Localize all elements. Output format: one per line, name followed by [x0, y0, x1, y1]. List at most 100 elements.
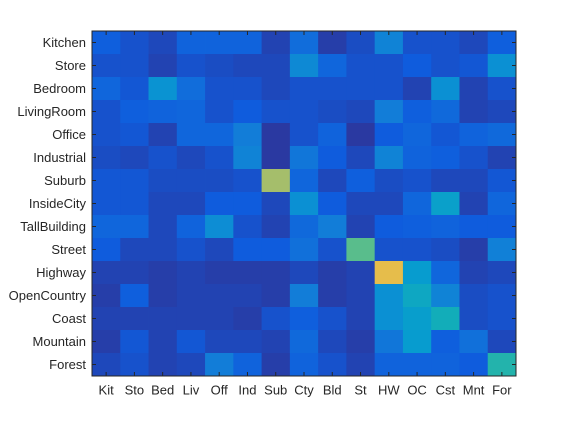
- heatmap-cell: [120, 100, 149, 124]
- heatmap-cell: [176, 192, 206, 216]
- heatmap-cell: [318, 169, 347, 193]
- heatmap-cell: [487, 31, 517, 55]
- heatmap-cell: [346, 54, 376, 78]
- heatmap-cell: [92, 54, 121, 78]
- heatmap-cell: [431, 261, 460, 285]
- heatmap-cell: [120, 77, 149, 101]
- heatmap-cell: [402, 215, 432, 239]
- heatmap-cell: [205, 238, 234, 262]
- heatmap-cell: [374, 353, 404, 377]
- heatmap-cell: [459, 215, 489, 239]
- heatmap-cell: [261, 238, 291, 262]
- heatmap-cell: [346, 307, 376, 331]
- heatmap-cell: [318, 330, 347, 354]
- heatmap-cell: [176, 169, 206, 193]
- x-tick-label: OC: [407, 383, 427, 398]
- heatmap-cell: [431, 284, 460, 308]
- heatmap-cell: [176, 215, 206, 239]
- heatmap-cell: [318, 261, 347, 285]
- heatmap-cell: [176, 307, 206, 331]
- heatmap-cell: [487, 146, 517, 170]
- y-tick-label: Kitchen: [43, 35, 86, 50]
- heatmap-cell: [318, 31, 347, 55]
- x-tick-label: Cst: [436, 383, 456, 398]
- heatmap-cell: [318, 54, 347, 78]
- heatmap-cell: [176, 284, 206, 308]
- heatmap-cell: [459, 192, 489, 216]
- y-tick-label: TallBuilding: [20, 219, 86, 234]
- axis-ticks: [92, 31, 516, 376]
- heatmap-cell: [261, 54, 291, 78]
- heatmap-cell: [459, 307, 489, 331]
- y-tick-label: Suburb: [44, 173, 86, 188]
- heatmap-cell: [459, 123, 489, 147]
- heatmap-cell: [92, 284, 121, 308]
- heatmap-cell: [487, 77, 517, 101]
- heatmap-cell: [176, 353, 206, 377]
- heatmap-cell: [487, 215, 517, 239]
- x-tick-label: Bld: [323, 383, 342, 398]
- heatmap-cell: [148, 215, 178, 239]
- heatmap-cell: [402, 353, 432, 377]
- heatmap-cell: [261, 192, 291, 216]
- heatmap-cell: [261, 353, 291, 377]
- heatmap-cell: [205, 353, 234, 377]
- heatmap-cell: [318, 284, 347, 308]
- heatmap-cell: [261, 284, 291, 308]
- x-tick-label: Sub: [264, 383, 287, 398]
- heatmap-cell: [261, 307, 291, 331]
- heatmap-cell: [374, 169, 404, 193]
- heatmap-cell: [374, 192, 404, 216]
- heatmap-cell: [402, 31, 432, 55]
- heatmap-cell: [402, 192, 432, 216]
- heatmap-cell: [487, 169, 517, 193]
- heatmap-cell: [318, 238, 347, 262]
- heatmap-cell: [374, 215, 404, 239]
- heatmap-cell: [176, 77, 206, 101]
- heatmap-cell: [346, 169, 376, 193]
- heatmap-cell: [459, 261, 489, 285]
- heatmap-cell: [261, 31, 291, 55]
- heatmap-cell: [374, 31, 404, 55]
- heatmap-cell: [120, 54, 149, 78]
- heatmap-cell: [431, 123, 460, 147]
- heatmap-cell: [92, 146, 121, 170]
- heatmap-cell: [459, 330, 489, 354]
- heatmap-cell: [346, 330, 376, 354]
- heatmap-cell: [176, 100, 206, 124]
- heatmap-cell: [205, 330, 234, 354]
- heatmap-cell: [261, 215, 291, 239]
- heatmap-cell: [402, 146, 432, 170]
- heatmap-cell: [431, 54, 460, 78]
- heatmap-cell: [233, 261, 262, 285]
- heatmap-cell: [233, 123, 262, 147]
- heatmap-cell: [346, 192, 376, 216]
- heatmap-cell: [205, 100, 234, 124]
- heatmap-cell: [233, 238, 262, 262]
- heatmap-cell: [261, 261, 291, 285]
- heatmap-cell: [318, 77, 347, 101]
- heatmap-cell: [289, 146, 319, 170]
- heatmap-cell: [205, 192, 234, 216]
- heatmap-cell: [402, 123, 432, 147]
- heatmap-cell: [148, 100, 178, 124]
- heatmap-cell: [289, 284, 319, 308]
- heatmap-cell: [261, 77, 291, 101]
- heatmap-cell: [346, 284, 376, 308]
- y-tick-label: Office: [52, 127, 86, 142]
- y-tick-label: Store: [55, 58, 86, 73]
- heatmap-cell: [233, 100, 262, 124]
- heatmap-cell: [318, 307, 347, 331]
- heatmap-cell: [431, 31, 460, 55]
- heatmap-cell: [176, 31, 206, 55]
- heatmap-cell: [233, 31, 262, 55]
- heatmap-cell: [205, 54, 234, 78]
- heatmap-cell: [346, 261, 376, 285]
- heatmap-cell: [487, 238, 517, 262]
- heatmap-cell: [92, 353, 121, 377]
- heatmap-cell: [148, 169, 178, 193]
- heatmap-cell: [487, 307, 517, 331]
- heatmap-cell: [374, 330, 404, 354]
- heatmap-cell: [431, 100, 460, 124]
